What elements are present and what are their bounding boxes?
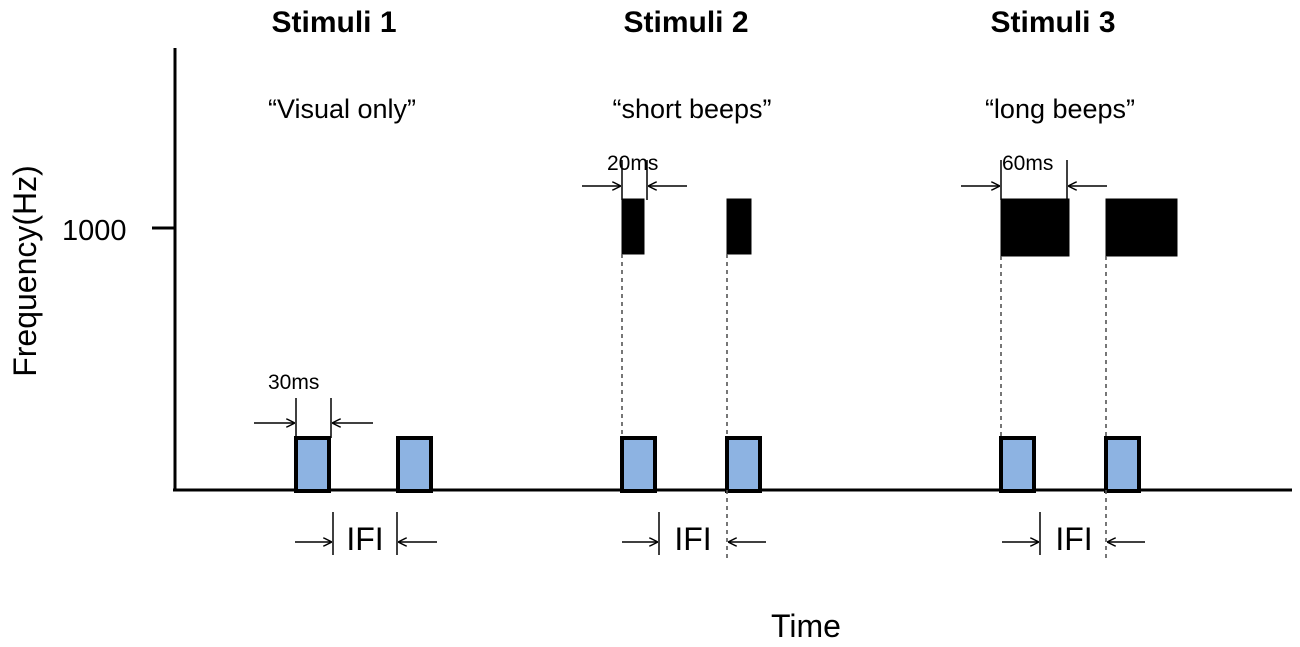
y-axis-label: Frequency(Hz) bbox=[7, 165, 43, 377]
stimulus-1-title: Stimuli 1 bbox=[271, 6, 396, 39]
stimulus-1-group: Stimuli 1 “Visual only” 30ms IFI bbox=[254, 6, 437, 557]
stimulus-2-ifi-label: IFI bbox=[674, 521, 711, 557]
stimulus-2-beep-2 bbox=[726, 198, 752, 255]
stimulus-1-subtitle: “Visual only” bbox=[268, 94, 416, 124]
stimulus-3-beep-1 bbox=[1000, 198, 1070, 257]
stimulus-2-duration-label: 20ms bbox=[607, 152, 658, 175]
stimulus-2-title: Stimuli 2 bbox=[623, 6, 748, 39]
stimulus-2-subtitle: “short beeps” bbox=[612, 94, 771, 124]
stimulus-1-flash-1 bbox=[294, 436, 331, 493]
stimulus-3-flash-2 bbox=[1104, 436, 1141, 493]
stimulus-2-beep-1 bbox=[621, 198, 645, 255]
y-tick-label: 1000 bbox=[62, 215, 127, 247]
stimulus-3-beep-2 bbox=[1105, 198, 1178, 257]
stimulus-3-flash-1 bbox=[999, 436, 1036, 493]
stimulus-1-ifi-label: IFI bbox=[346, 521, 383, 557]
stimulus-3-ifi-label: IFI bbox=[1055, 521, 1092, 557]
stimulus-1-flash-2 bbox=[396, 436, 433, 493]
stimulus-2-group: Stimuli 2 “short beeps” 20ms IFI bbox=[582, 6, 772, 560]
x-axis-label: Time bbox=[771, 608, 841, 644]
stimulus-1-duration-label: 30ms bbox=[268, 371, 319, 394]
stimulus-3-subtitle: “long beeps” bbox=[985, 94, 1135, 124]
stimulus-3-group: Stimuli 3 “long beeps” 60ms IFI bbox=[961, 6, 1178, 560]
stimulus-2-flash-2 bbox=[725, 436, 762, 493]
stimulus-3-duration-label: 60ms bbox=[1002, 152, 1053, 175]
stimulus-3-title: Stimuli 3 bbox=[990, 6, 1115, 39]
stimulus-2-flash-1 bbox=[620, 436, 657, 493]
